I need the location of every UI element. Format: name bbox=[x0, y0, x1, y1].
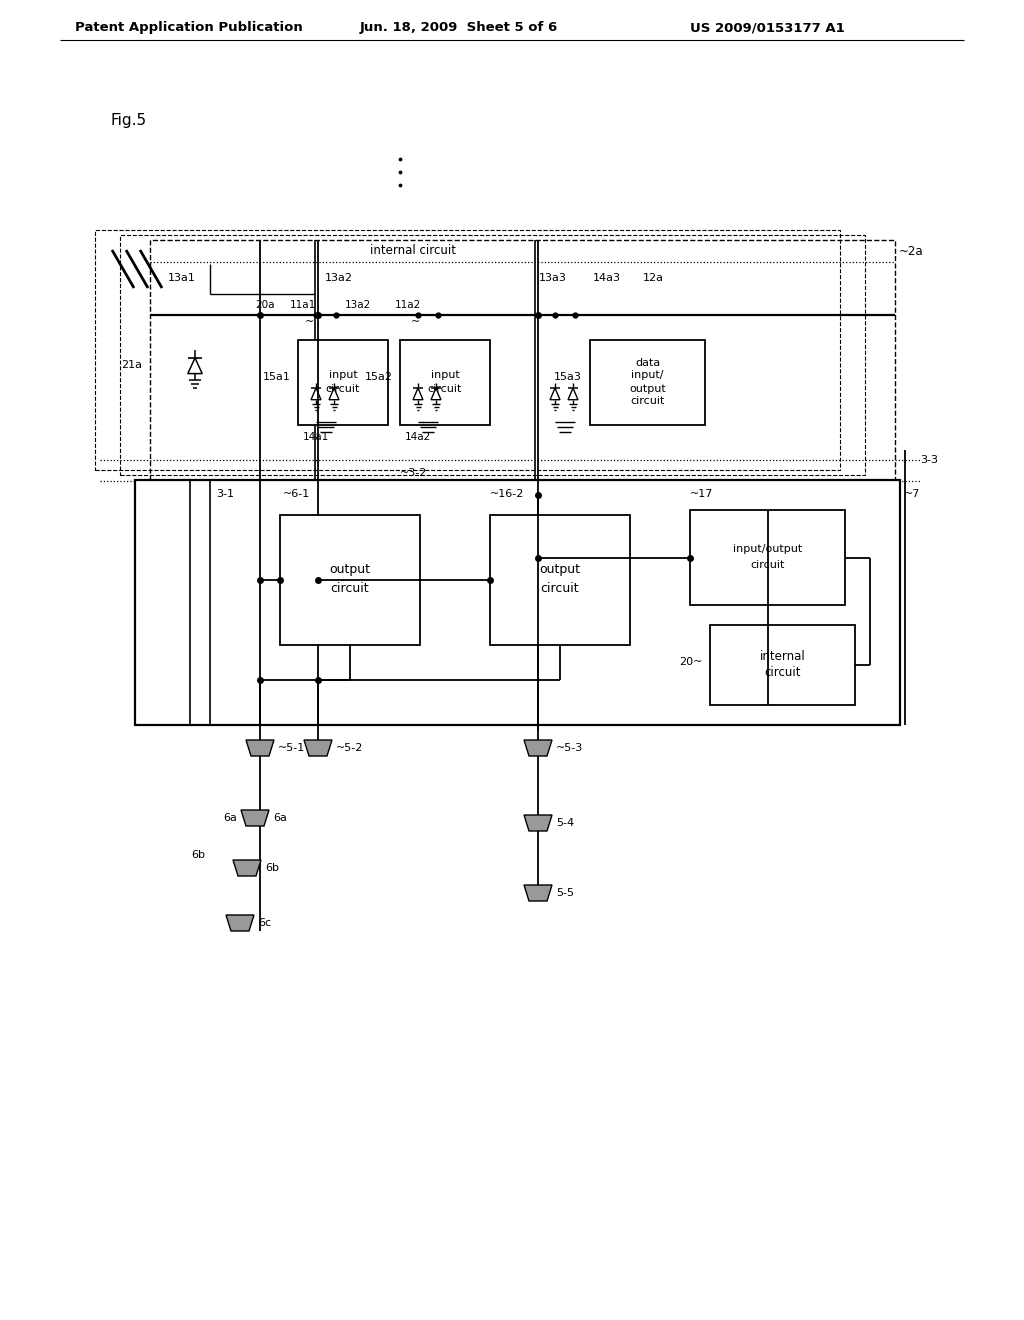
Text: Patent Application Publication: Patent Application Publication bbox=[75, 21, 303, 34]
Text: 11a1: 11a1 bbox=[290, 300, 316, 310]
Text: 13a3: 13a3 bbox=[539, 273, 567, 282]
Text: 6a: 6a bbox=[273, 813, 287, 822]
Bar bbox=[135, 480, 900, 725]
Text: circuit: circuit bbox=[764, 667, 801, 680]
Polygon shape bbox=[241, 810, 269, 826]
Polygon shape bbox=[304, 741, 332, 756]
Text: circuit: circuit bbox=[751, 561, 784, 570]
Bar bbox=[690, 510, 845, 605]
Text: Jun. 18, 2009  Sheet 5 of 6: Jun. 18, 2009 Sheet 5 of 6 bbox=[360, 21, 558, 34]
Polygon shape bbox=[524, 814, 552, 832]
Text: 13a1: 13a1 bbox=[168, 273, 196, 282]
Text: 6b: 6b bbox=[265, 863, 279, 873]
Text: 11a2: 11a2 bbox=[395, 300, 421, 310]
Text: ~16-2: ~16-2 bbox=[490, 488, 524, 499]
Text: internal: internal bbox=[760, 651, 805, 664]
Text: input/output: input/output bbox=[733, 544, 802, 554]
Text: ~3-2: ~3-2 bbox=[400, 469, 427, 478]
Text: 6a: 6a bbox=[223, 813, 237, 822]
Text: ~2a: ~2a bbox=[899, 246, 924, 257]
Text: circuit: circuit bbox=[428, 384, 462, 395]
Bar bbox=[490, 515, 630, 645]
Text: 14a3: 14a3 bbox=[593, 273, 621, 282]
Text: 20a: 20a bbox=[255, 300, 274, 310]
Text: ~6-1: ~6-1 bbox=[283, 488, 310, 499]
Text: output: output bbox=[540, 564, 581, 577]
Text: Fig.5: Fig.5 bbox=[110, 112, 146, 128]
Text: circuit: circuit bbox=[631, 396, 665, 407]
Text: ~5-2: ~5-2 bbox=[336, 743, 364, 752]
Bar bbox=[590, 341, 705, 425]
Text: ~5-3: ~5-3 bbox=[556, 743, 584, 752]
Text: 12a: 12a bbox=[643, 273, 664, 282]
Text: 13a2: 13a2 bbox=[325, 273, 353, 282]
Text: ~: ~ bbox=[305, 317, 314, 327]
Text: input/: input/ bbox=[631, 371, 664, 380]
Text: circuit: circuit bbox=[541, 582, 580, 594]
Text: internal circuit: internal circuit bbox=[370, 243, 456, 256]
Bar bbox=[280, 515, 420, 645]
Text: 15a3: 15a3 bbox=[554, 372, 582, 383]
Text: data: data bbox=[635, 358, 660, 367]
Polygon shape bbox=[524, 741, 552, 756]
Text: 14a2: 14a2 bbox=[406, 432, 431, 442]
Text: 5-4: 5-4 bbox=[556, 818, 574, 828]
Bar bbox=[95, 230, 840, 470]
Polygon shape bbox=[233, 861, 261, 876]
Text: 20~: 20~ bbox=[679, 657, 702, 667]
Bar bbox=[710, 624, 855, 705]
Polygon shape bbox=[226, 915, 254, 931]
Bar bbox=[298, 341, 388, 425]
Text: ~7: ~7 bbox=[904, 488, 921, 499]
Polygon shape bbox=[524, 884, 552, 902]
Text: 3-1: 3-1 bbox=[216, 488, 234, 499]
Text: 15a2: 15a2 bbox=[365, 372, 393, 383]
Text: 13a2: 13a2 bbox=[345, 300, 372, 310]
Text: 6c: 6c bbox=[258, 917, 271, 928]
Text: 21a: 21a bbox=[121, 360, 142, 370]
Text: 5-5: 5-5 bbox=[556, 888, 574, 898]
Text: ~: ~ bbox=[411, 317, 420, 327]
Text: ~5-1: ~5-1 bbox=[278, 743, 305, 752]
Bar bbox=[400, 341, 490, 425]
Text: 14a1: 14a1 bbox=[303, 432, 330, 442]
Bar bbox=[150, 240, 895, 480]
Text: circuit: circuit bbox=[326, 384, 360, 395]
Text: 3-3: 3-3 bbox=[920, 455, 938, 465]
Text: output: output bbox=[330, 564, 371, 577]
Text: input: input bbox=[431, 371, 460, 380]
Text: US 2009/0153177 A1: US 2009/0153177 A1 bbox=[690, 21, 845, 34]
Text: ~17: ~17 bbox=[690, 488, 714, 499]
Bar bbox=[120, 235, 865, 475]
Text: 15a1: 15a1 bbox=[263, 372, 291, 383]
Text: circuit: circuit bbox=[331, 582, 370, 594]
Text: 6b: 6b bbox=[191, 850, 205, 861]
Polygon shape bbox=[246, 741, 274, 756]
Text: output: output bbox=[629, 384, 666, 393]
Text: input: input bbox=[329, 371, 357, 380]
